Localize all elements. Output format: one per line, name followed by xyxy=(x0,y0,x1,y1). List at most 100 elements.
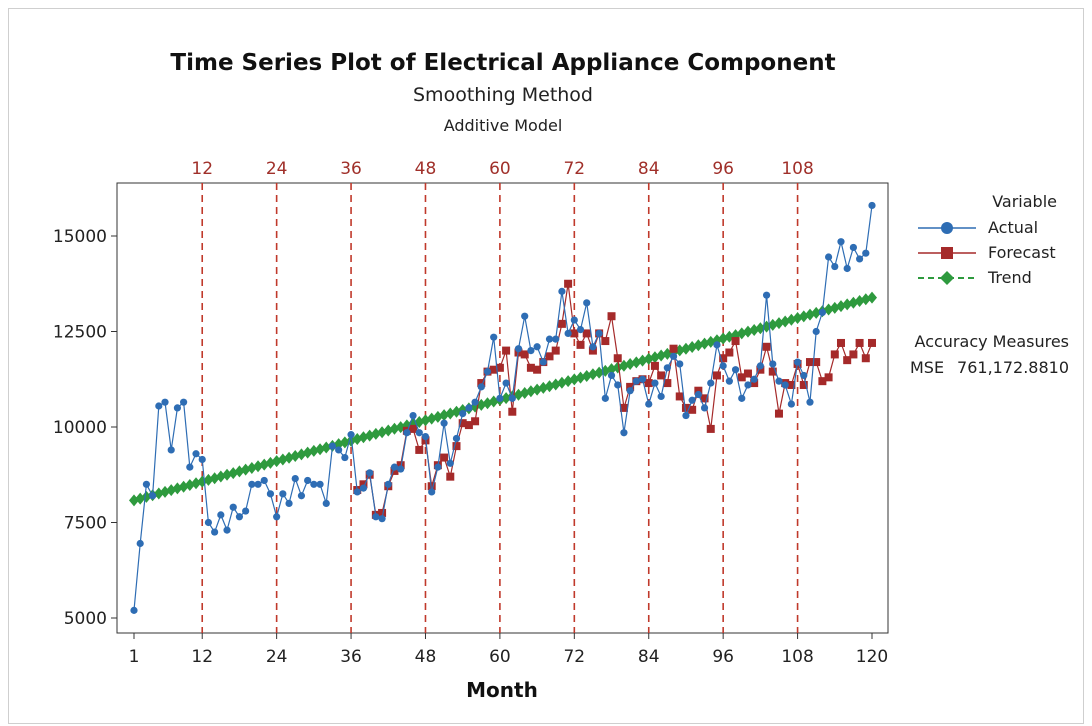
forecast-point xyxy=(588,346,597,355)
y-tick-label: 7500 xyxy=(64,514,107,534)
actual-point xyxy=(496,394,504,402)
forecast-point xyxy=(452,442,461,451)
actual-point xyxy=(421,432,430,441)
actual-point xyxy=(626,387,634,395)
actual-point xyxy=(539,358,547,366)
forecast-point xyxy=(557,319,566,328)
actual-point xyxy=(384,480,392,488)
forecast-point xyxy=(836,338,845,347)
actual-point xyxy=(669,352,678,360)
actual-point xyxy=(700,404,709,412)
legend: Variable Actual Forecast Trend xyxy=(918,192,1057,287)
actual-point xyxy=(800,371,808,380)
forecast-point xyxy=(731,337,740,346)
forecast-point xyxy=(495,363,504,372)
actual-point xyxy=(465,404,473,412)
actual-point xyxy=(514,345,523,353)
actual-point xyxy=(843,264,851,273)
x-tick-label: 12 xyxy=(191,647,213,667)
actual-point xyxy=(242,507,250,515)
forecast-point xyxy=(359,480,368,489)
actual-point xyxy=(167,446,175,454)
forecast-point xyxy=(477,379,486,388)
forecast-point xyxy=(681,403,690,412)
x-tick-label: 120 xyxy=(856,647,888,667)
legend-label-actual: Actual xyxy=(988,218,1038,237)
actual-point xyxy=(552,335,560,343)
actual-point xyxy=(576,325,585,334)
x-tick-label: 48 xyxy=(415,647,437,667)
actual-point xyxy=(688,396,696,404)
forecast-point xyxy=(855,338,864,347)
actual-point xyxy=(452,434,461,443)
forecast-point xyxy=(613,354,622,363)
x-tick-label: 108 xyxy=(781,647,813,667)
actual-point xyxy=(471,398,479,406)
actual-point xyxy=(769,360,777,368)
y-tick-label: 5000 xyxy=(64,609,107,629)
legend-label-trend: Trend xyxy=(987,268,1032,287)
actual-point xyxy=(508,394,516,402)
actual-point xyxy=(409,411,417,420)
actual-point xyxy=(142,480,151,488)
chart-subtitle: Smoothing Method xyxy=(413,84,593,106)
forecast-point xyxy=(737,373,746,382)
actual-point xyxy=(527,347,535,355)
actual-point xyxy=(260,476,268,485)
forecast-point xyxy=(619,403,628,412)
x-tick-label: 96 xyxy=(712,647,734,667)
legend-marker-trend xyxy=(940,271,954,285)
actual-point xyxy=(837,238,845,246)
actual-point xyxy=(198,455,206,464)
x-axis-label: Month xyxy=(466,678,538,702)
actual-point xyxy=(366,469,374,477)
actual-point xyxy=(731,366,740,374)
legend-label-forecast: Forecast xyxy=(988,243,1056,262)
forecast-point xyxy=(657,371,666,380)
forecast-point xyxy=(502,346,511,355)
actual-point xyxy=(645,400,653,408)
forecast-point xyxy=(409,424,418,433)
actual-point xyxy=(502,379,510,387)
actual-point xyxy=(316,480,324,488)
forecast-point xyxy=(719,354,728,363)
forecast-point xyxy=(700,394,709,403)
reference-line-label: 36 xyxy=(340,159,362,179)
actual-point xyxy=(651,379,659,387)
forecast-point xyxy=(669,344,678,353)
actual-point xyxy=(254,480,262,488)
forecast-point xyxy=(799,380,808,389)
legend-marker-actual xyxy=(941,222,953,234)
reference-line-label: 84 xyxy=(638,159,660,179)
actual-point xyxy=(849,243,857,252)
actual-point xyxy=(750,375,758,383)
forecast-point xyxy=(601,337,610,346)
actual-point xyxy=(787,400,795,408)
actual-point xyxy=(738,394,746,402)
forecast-point xyxy=(564,279,573,288)
actual-point xyxy=(304,476,312,485)
actual-point xyxy=(868,201,876,210)
actual-point xyxy=(130,606,138,614)
actual-point xyxy=(223,526,231,534)
actual-point xyxy=(434,463,442,471)
forecast-point xyxy=(868,338,876,347)
actual-point xyxy=(682,411,690,420)
forecast-point xyxy=(743,369,752,378)
actual-point xyxy=(583,299,591,307)
actual-point xyxy=(620,429,628,437)
y-axis: 5000 7500 10000 12500 15000 xyxy=(53,227,117,629)
actual-point xyxy=(490,333,498,341)
y-tick-label: 15000 xyxy=(53,227,107,247)
actual-point xyxy=(601,394,609,402)
accuracy-measures: Accuracy Measures MSE 761,172.8810 xyxy=(910,332,1069,377)
x-tick-label: 24 xyxy=(266,647,288,667)
actual-point xyxy=(403,429,411,437)
actual-point xyxy=(459,410,467,418)
forecast-point xyxy=(694,386,703,395)
forecast-point xyxy=(706,424,715,433)
actual-point xyxy=(235,513,244,521)
forecast-point xyxy=(768,367,777,376)
forecast-point xyxy=(570,329,579,338)
actual-point xyxy=(564,329,572,338)
